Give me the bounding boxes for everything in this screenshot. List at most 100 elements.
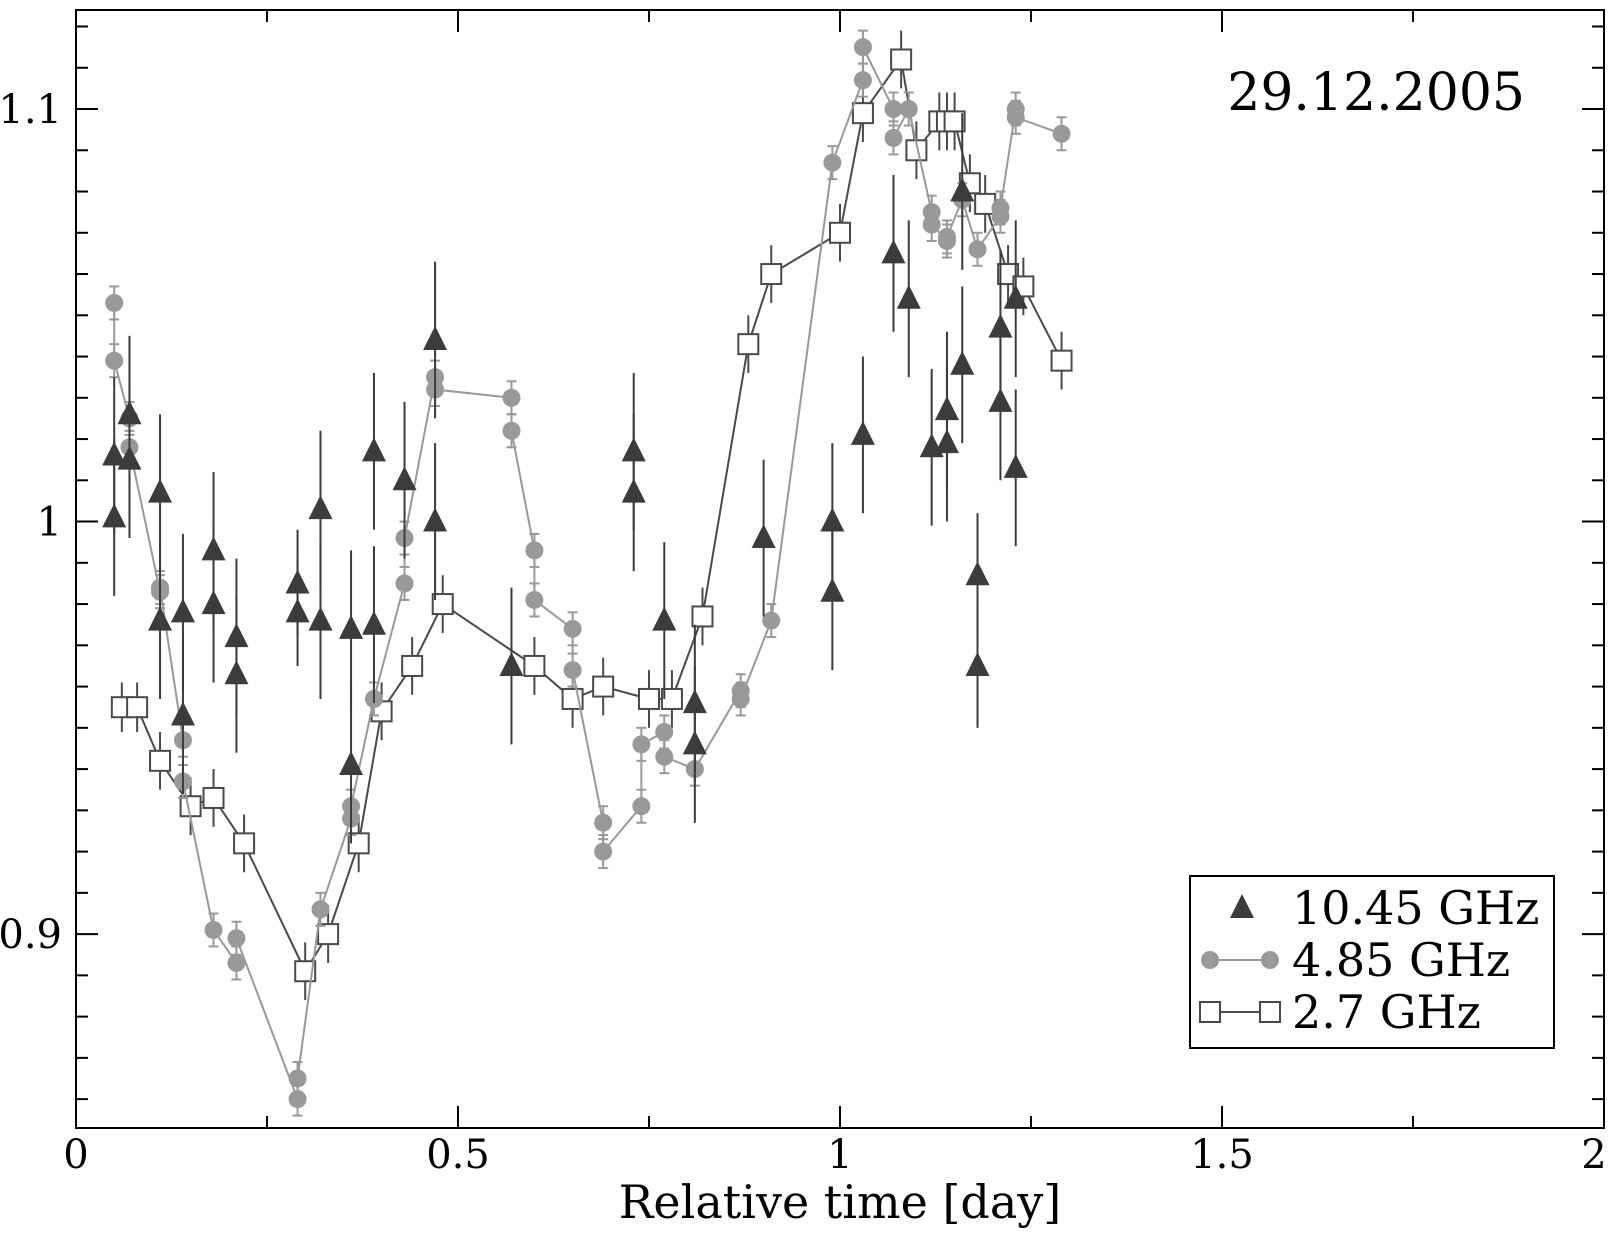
data-point: [655, 747, 674, 766]
legend-item-1: 4.85 GHz: [1201, 933, 1510, 987]
legend-item-0: 10.45 GHz: [1230, 881, 1539, 935]
y-tick-labels: 0.9 1 1.1: [0, 87, 62, 958]
data-point: [968, 240, 987, 259]
data-point: [563, 661, 582, 680]
y-tick-label: 1: [37, 500, 62, 546]
data-point: [881, 239, 906, 264]
data-point: [820, 507, 845, 532]
data-point: [632, 797, 651, 816]
data-point: [423, 507, 448, 532]
data-point: [339, 614, 364, 639]
x-tick-label: 2: [1581, 1132, 1606, 1178]
x-tick-labels: 0 0.5 1 1.5 2: [63, 1132, 1606, 1178]
data-point: [502, 421, 521, 440]
legend-box: [1189, 875, 1555, 1049]
data-point: [525, 541, 544, 560]
legend-label: 4.85 GHz: [1292, 933, 1510, 987]
data-point: [934, 396, 959, 421]
x-axis-title: Relative time [day]: [619, 1175, 1061, 1229]
data-point: [1050, 349, 1073, 372]
data-point: [423, 326, 448, 351]
data-point: [638, 687, 660, 710]
legend-swatch-marker: [1199, 1001, 1221, 1023]
data-point: [762, 611, 781, 630]
data-point: [943, 110, 966, 133]
data-point: [201, 536, 226, 561]
data-point: [731, 689, 750, 708]
data-point: [853, 38, 872, 57]
data-point: [621, 478, 646, 503]
data-point: [201, 590, 226, 615]
legend-label: 2.7 GHz: [1292, 985, 1481, 1039]
data-point: [1052, 124, 1071, 143]
y-tick-label: 1.1: [0, 87, 62, 133]
data-point: [965, 561, 990, 586]
data-point: [655, 722, 674, 741]
data-point: [737, 333, 760, 356]
data-point: [632, 735, 651, 754]
data-point: [317, 923, 340, 946]
data-point: [621, 437, 646, 462]
data-point: [965, 651, 990, 676]
date-annotation: 29.12.2005: [1227, 63, 1525, 123]
data-point: [502, 388, 521, 407]
data-point: [760, 263, 783, 286]
data-point: [227, 953, 246, 972]
data-point: [149, 749, 172, 772]
data-point: [594, 813, 613, 832]
data-point: [148, 606, 173, 631]
axis-ticks: [75, 10, 1605, 1128]
data-point: [288, 1090, 307, 1109]
data-point: [829, 221, 851, 244]
data-point: [431, 593, 454, 616]
data-point: [117, 445, 142, 470]
data-point: [347, 832, 370, 855]
data-point: [224, 660, 249, 685]
data-point: [950, 177, 975, 202]
data-point: [890, 48, 913, 71]
data-point: [682, 689, 707, 714]
series-1: [105, 29, 1071, 1117]
data-point: [308, 495, 333, 520]
data-point: [401, 654, 424, 677]
legend-swatch-marker: [1259, 1001, 1281, 1023]
legend-swatch-marker: [1230, 894, 1254, 918]
data-point: [202, 786, 225, 809]
data-point: [523, 654, 546, 677]
data-point: [285, 569, 310, 594]
data-point: [395, 574, 414, 593]
data-point: [499, 651, 524, 676]
data-point: [102, 441, 127, 466]
data-point: [311, 900, 330, 919]
data-point: [339, 750, 364, 775]
data-point: [288, 1069, 307, 1088]
data-point: [563, 619, 582, 638]
data-point: [285, 598, 310, 623]
data-point: [937, 227, 956, 246]
data-point: [823, 153, 842, 172]
data-point: [884, 100, 903, 119]
data-point: [991, 199, 1010, 218]
data-point: [884, 128, 903, 147]
data-point: [1003, 284, 1028, 309]
data-point: [660, 687, 683, 710]
data-point: [294, 960, 317, 983]
data-point: [102, 503, 127, 528]
legend-item-2: 2.7 GHz: [1199, 985, 1481, 1039]
data-point: [117, 400, 142, 425]
data-point: [820, 577, 845, 602]
data-point: [1003, 453, 1028, 478]
data-point: [126, 696, 149, 719]
data-point: [105, 351, 124, 370]
data-point: [922, 215, 941, 234]
data-point: [988, 313, 1013, 338]
data-point: [227, 929, 246, 948]
data-point: [392, 466, 417, 491]
y-tick-label: 0.9: [0, 912, 62, 958]
data-point: [896, 284, 921, 309]
data-point: [850, 420, 875, 445]
data-point: [853, 71, 872, 90]
series-line: [121, 56, 1063, 974]
data-point: [1006, 108, 1025, 127]
